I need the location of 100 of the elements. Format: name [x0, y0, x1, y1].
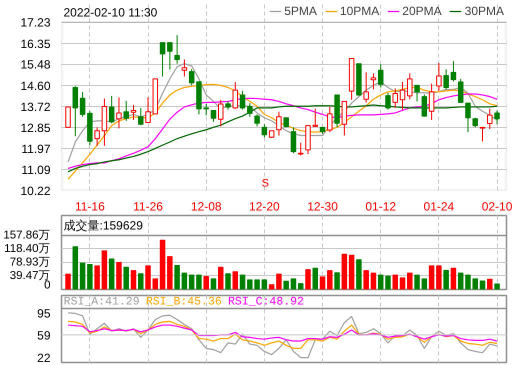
bar — [298, 283, 304, 290]
candlestick — [116, 96, 122, 129]
y-tick-label: 95 — [37, 306, 51, 320]
candlestick — [465, 102, 471, 133]
candlestick — [363, 72, 369, 103]
candlestick — [108, 95, 114, 124]
candlestick — [276, 111, 282, 136]
candlestick — [298, 142, 304, 156]
x-tick-label: 11-26 — [133, 200, 164, 214]
y-tick-label: 16.35 — [20, 36, 51, 51]
bar — [225, 273, 231, 290]
candlestick — [378, 64, 384, 88]
y-tick-label: 10.22 — [20, 184, 51, 198]
candlestick — [218, 99, 224, 127]
bar — [312, 268, 318, 290]
bar — [116, 262, 122, 290]
candlestick — [385, 92, 391, 110]
bar — [218, 266, 224, 290]
candlestick — [370, 72, 376, 90]
candlestick — [436, 62, 442, 92]
series-label: RSI_B:45.36 — [146, 296, 222, 308]
candlestick — [210, 110, 216, 122]
candlestick — [174, 34, 180, 64]
candlestick — [182, 58, 188, 77]
bar — [342, 254, 348, 290]
y-tick-label: 12.85 — [20, 120, 51, 135]
bar — [334, 272, 340, 290]
y-tick-label: 15.48 — [20, 58, 51, 72]
bar — [348, 254, 354, 290]
bar — [472, 278, 478, 290]
bar — [130, 270, 136, 290]
bar — [123, 266, 129, 290]
y-tick-label: 118.40万 — [4, 242, 51, 255]
bar — [450, 268, 456, 290]
y-tick-label: 11.97 — [21, 142, 51, 156]
x-tick-label: 02-10 — [482, 200, 513, 214]
candlestick — [472, 117, 478, 128]
bar — [65, 274, 71, 290]
line-series — [67, 312, 498, 358]
candlestick — [392, 88, 398, 108]
candlestick — [262, 124, 268, 138]
bar — [494, 284, 500, 290]
candlestick — [65, 106, 71, 128]
y-tick-label: 78.93万 — [10, 256, 51, 268]
bar — [108, 258, 114, 290]
y-tick-label: 59 — [37, 328, 51, 342]
legend-label: 10PMA — [340, 4, 380, 18]
candlestick — [422, 94, 428, 118]
bar — [232, 271, 238, 290]
line-series — [67, 320, 498, 349]
x-tick-label: 12-20 — [249, 200, 280, 214]
candlestick — [203, 103, 209, 116]
candlestick — [327, 106, 333, 133]
bar — [392, 274, 398, 290]
x-tick-label: 11-16 — [74, 200, 106, 214]
candlestick — [428, 83, 434, 120]
candlestick — [480, 126, 486, 142]
candlestick — [254, 114, 260, 127]
x-tick-label: 01-12 — [365, 200, 396, 214]
candlestick — [283, 117, 289, 128]
chart-title: 成交量:159629 — [64, 218, 144, 232]
line-series — [67, 324, 498, 342]
candlestick — [130, 104, 136, 120]
candlestick — [290, 126, 296, 154]
bar — [356, 259, 362, 290]
y-tick-label: 14.60 — [20, 78, 51, 93]
y-tick-label: 13.72 — [20, 100, 51, 114]
candlestick — [414, 84, 420, 102]
y-tick-label: 22 — [37, 351, 51, 365]
text: RSI_C:48.92 — [228, 296, 304, 308]
bar — [305, 269, 311, 290]
y-tick-label: 0 — [44, 280, 51, 292]
candlestick — [342, 100, 348, 136]
candlestick — [312, 108, 318, 127]
candlestick — [72, 86, 78, 137]
bar — [72, 246, 78, 290]
bar — [487, 278, 493, 290]
candlestick — [487, 108, 493, 130]
bar — [443, 270, 449, 290]
y-tick-label: 39.47万 — [10, 269, 51, 282]
series-label: RSI_A:41.29 — [64, 296, 140, 308]
candlestick — [123, 100, 129, 122]
x-tick-label: 01-24 — [424, 200, 455, 214]
candlestick — [458, 78, 464, 104]
candlestick — [232, 81, 238, 110]
annotation: S — [262, 178, 269, 190]
y-tick-label: 11.09 — [21, 163, 51, 178]
legend-label: 30PMA — [464, 4, 504, 18]
bar — [480, 280, 486, 290]
legend-label: 5PMA — [284, 4, 317, 18]
y-tick-label: 157.86万 — [3, 228, 51, 242]
bar — [138, 273, 144, 290]
candlestick — [494, 110, 500, 125]
legend-label: 20PMA — [402, 4, 442, 18]
y-tick-label: 17.23 — [20, 16, 51, 30]
bar — [203, 276, 209, 290]
chart-title: 2022-02-10 11:30 — [64, 5, 158, 20]
bar — [210, 278, 216, 290]
x-tick-label: 12-30 — [307, 200, 338, 214]
x-tick-label: 12-08 — [190, 200, 222, 214]
